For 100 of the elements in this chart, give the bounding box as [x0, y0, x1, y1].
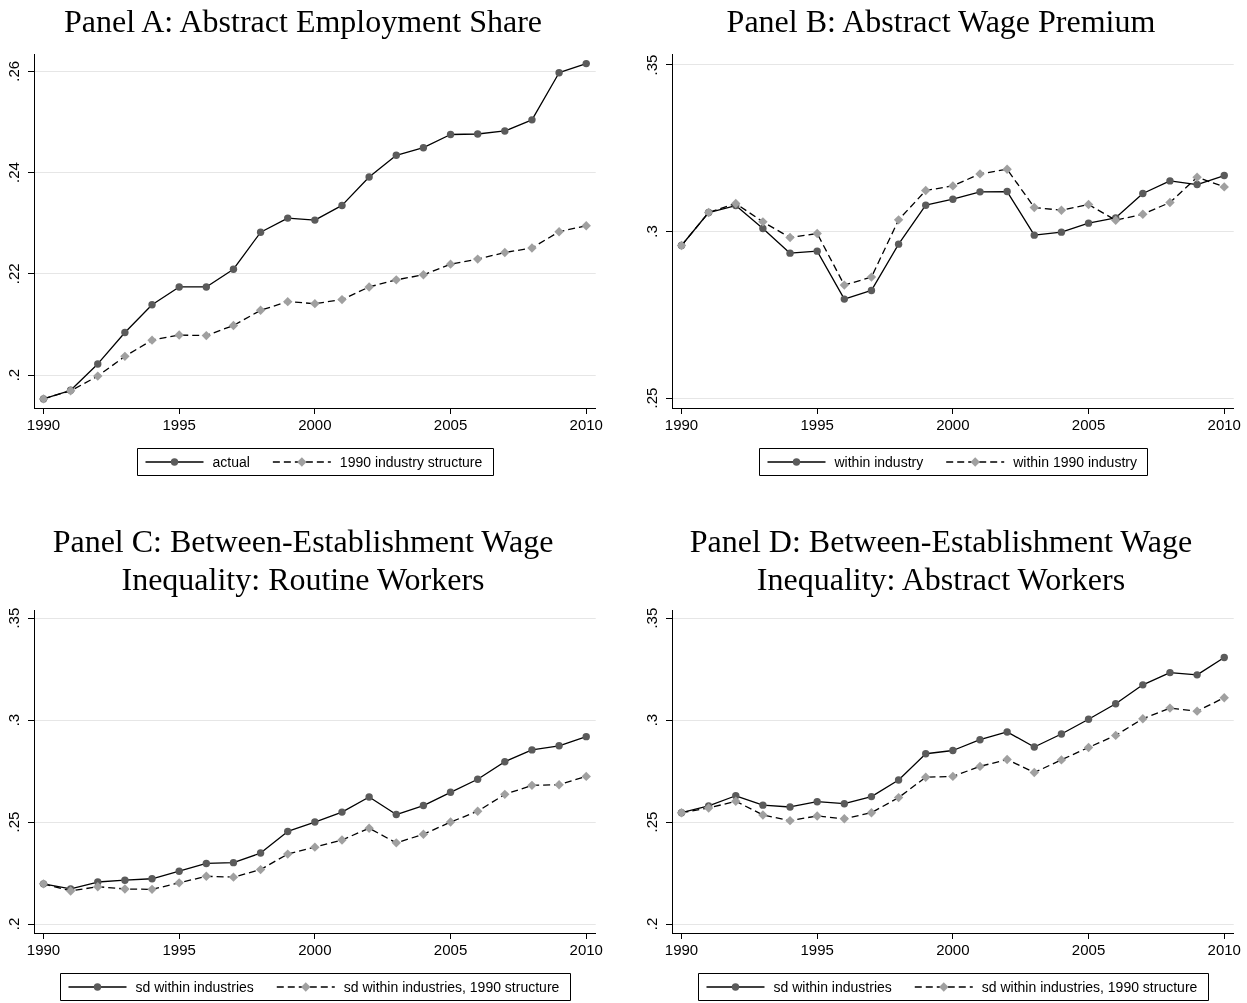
point: [1056, 755, 1067, 765]
point: [338, 201, 346, 210]
legend-label: sd within industries: [773, 978, 892, 995]
point: [1083, 199, 1094, 210]
x-tick-label: 2005: [1071, 941, 1106, 959]
point: [1192, 706, 1202, 716]
point: [555, 742, 563, 750]
point: [472, 254, 483, 264]
point: [839, 280, 850, 290]
point: [894, 776, 903, 784]
point: [284, 214, 292, 222]
legend-label: actual: [212, 453, 250, 470]
point: [1084, 219, 1093, 227]
point: [949, 195, 957, 203]
point: [120, 351, 130, 362]
point: [202, 859, 211, 868]
point: [1219, 182, 1229, 192]
point: [418, 829, 429, 840]
x-tick-label: 1995: [162, 416, 196, 434]
point: [1003, 728, 1011, 736]
point: [786, 803, 794, 811]
x-tick-label: 1990: [26, 941, 61, 959]
point: [1166, 668, 1174, 677]
point: [893, 792, 904, 803]
point: [921, 185, 931, 196]
point: [1057, 730, 1066, 738]
point: [93, 882, 103, 892]
point: [1030, 743, 1038, 751]
point: [365, 173, 373, 181]
point: [1083, 742, 1094, 753]
point: [1220, 171, 1228, 180]
point: [1139, 189, 1147, 198]
point: [201, 871, 212, 882]
point: [202, 283, 211, 291]
point: [93, 371, 103, 381]
point: [812, 811, 822, 821]
point: [473, 130, 482, 138]
point: [311, 216, 319, 224]
point: [419, 801, 428, 810]
x-tick-label: 2000: [936, 941, 970, 959]
x-tick-label: 2010: [1207, 941, 1241, 959]
point: [759, 801, 767, 809]
point: [1165, 703, 1175, 713]
point: [813, 247, 821, 255]
point: [839, 814, 850, 824]
point: [866, 272, 877, 282]
point: [975, 761, 985, 772]
point: [1056, 205, 1067, 215]
point: [948, 771, 958, 782]
point: [581, 771, 591, 782]
point: [391, 838, 401, 848]
point: [975, 169, 985, 179]
point: [174, 330, 184, 340]
chart-title: Panel A: Abstract Employment Share: [62, 2, 544, 40]
point: [1003, 187, 1011, 196]
point: [120, 884, 130, 894]
point: [500, 789, 510, 800]
point: [94, 360, 102, 368]
point: [148, 300, 156, 309]
x-tick-label: 1990: [664, 416, 699, 434]
point: [1002, 164, 1012, 174]
point: [311, 818, 319, 826]
point: [1193, 180, 1201, 189]
point: [1029, 202, 1039, 213]
point: [581, 220, 591, 231]
y-tick-label: .25: [4, 811, 22, 833]
y-tick-label: .26: [4, 60, 22, 82]
x-tick-label: 1990: [664, 941, 699, 959]
x-tick-label: 2000: [298, 416, 332, 434]
point: [174, 878, 184, 888]
point: [147, 884, 157, 895]
x-tick-label: 2005: [1071, 416, 1106, 434]
point: [866, 807, 877, 818]
point: [310, 842, 320, 852]
x-tick-label: 1995: [800, 416, 834, 434]
chart-title: Panel D: Between-Establishment Wage Inequality: Abstract Workers: [688, 522, 1194, 598]
point: [813, 797, 821, 806]
point: [229, 265, 238, 273]
point: [1084, 715, 1093, 723]
point: [1057, 228, 1066, 236]
y-tick-label: .2: [4, 917, 22, 931]
y-tick-label: .24: [4, 162, 22, 183]
point: [445, 259, 456, 269]
point: [867, 286, 876, 295]
point: [501, 758, 509, 766]
point: [1030, 231, 1038, 239]
point: [501, 127, 509, 135]
legend-label: within 1990 industry: [1012, 453, 1137, 470]
x-tick-label: 2010: [569, 416, 603, 434]
point: [446, 130, 455, 139]
point: [419, 143, 428, 152]
point: [921, 772, 931, 782]
point: [1138, 209, 1148, 219]
point: [1193, 671, 1201, 679]
point: [527, 780, 537, 791]
point: [337, 835, 347, 845]
x-tick-label: 2005: [433, 941, 468, 959]
point: [1002, 754, 1012, 765]
point: [528, 746, 536, 754]
y-tick-label: .25: [642, 387, 660, 409]
